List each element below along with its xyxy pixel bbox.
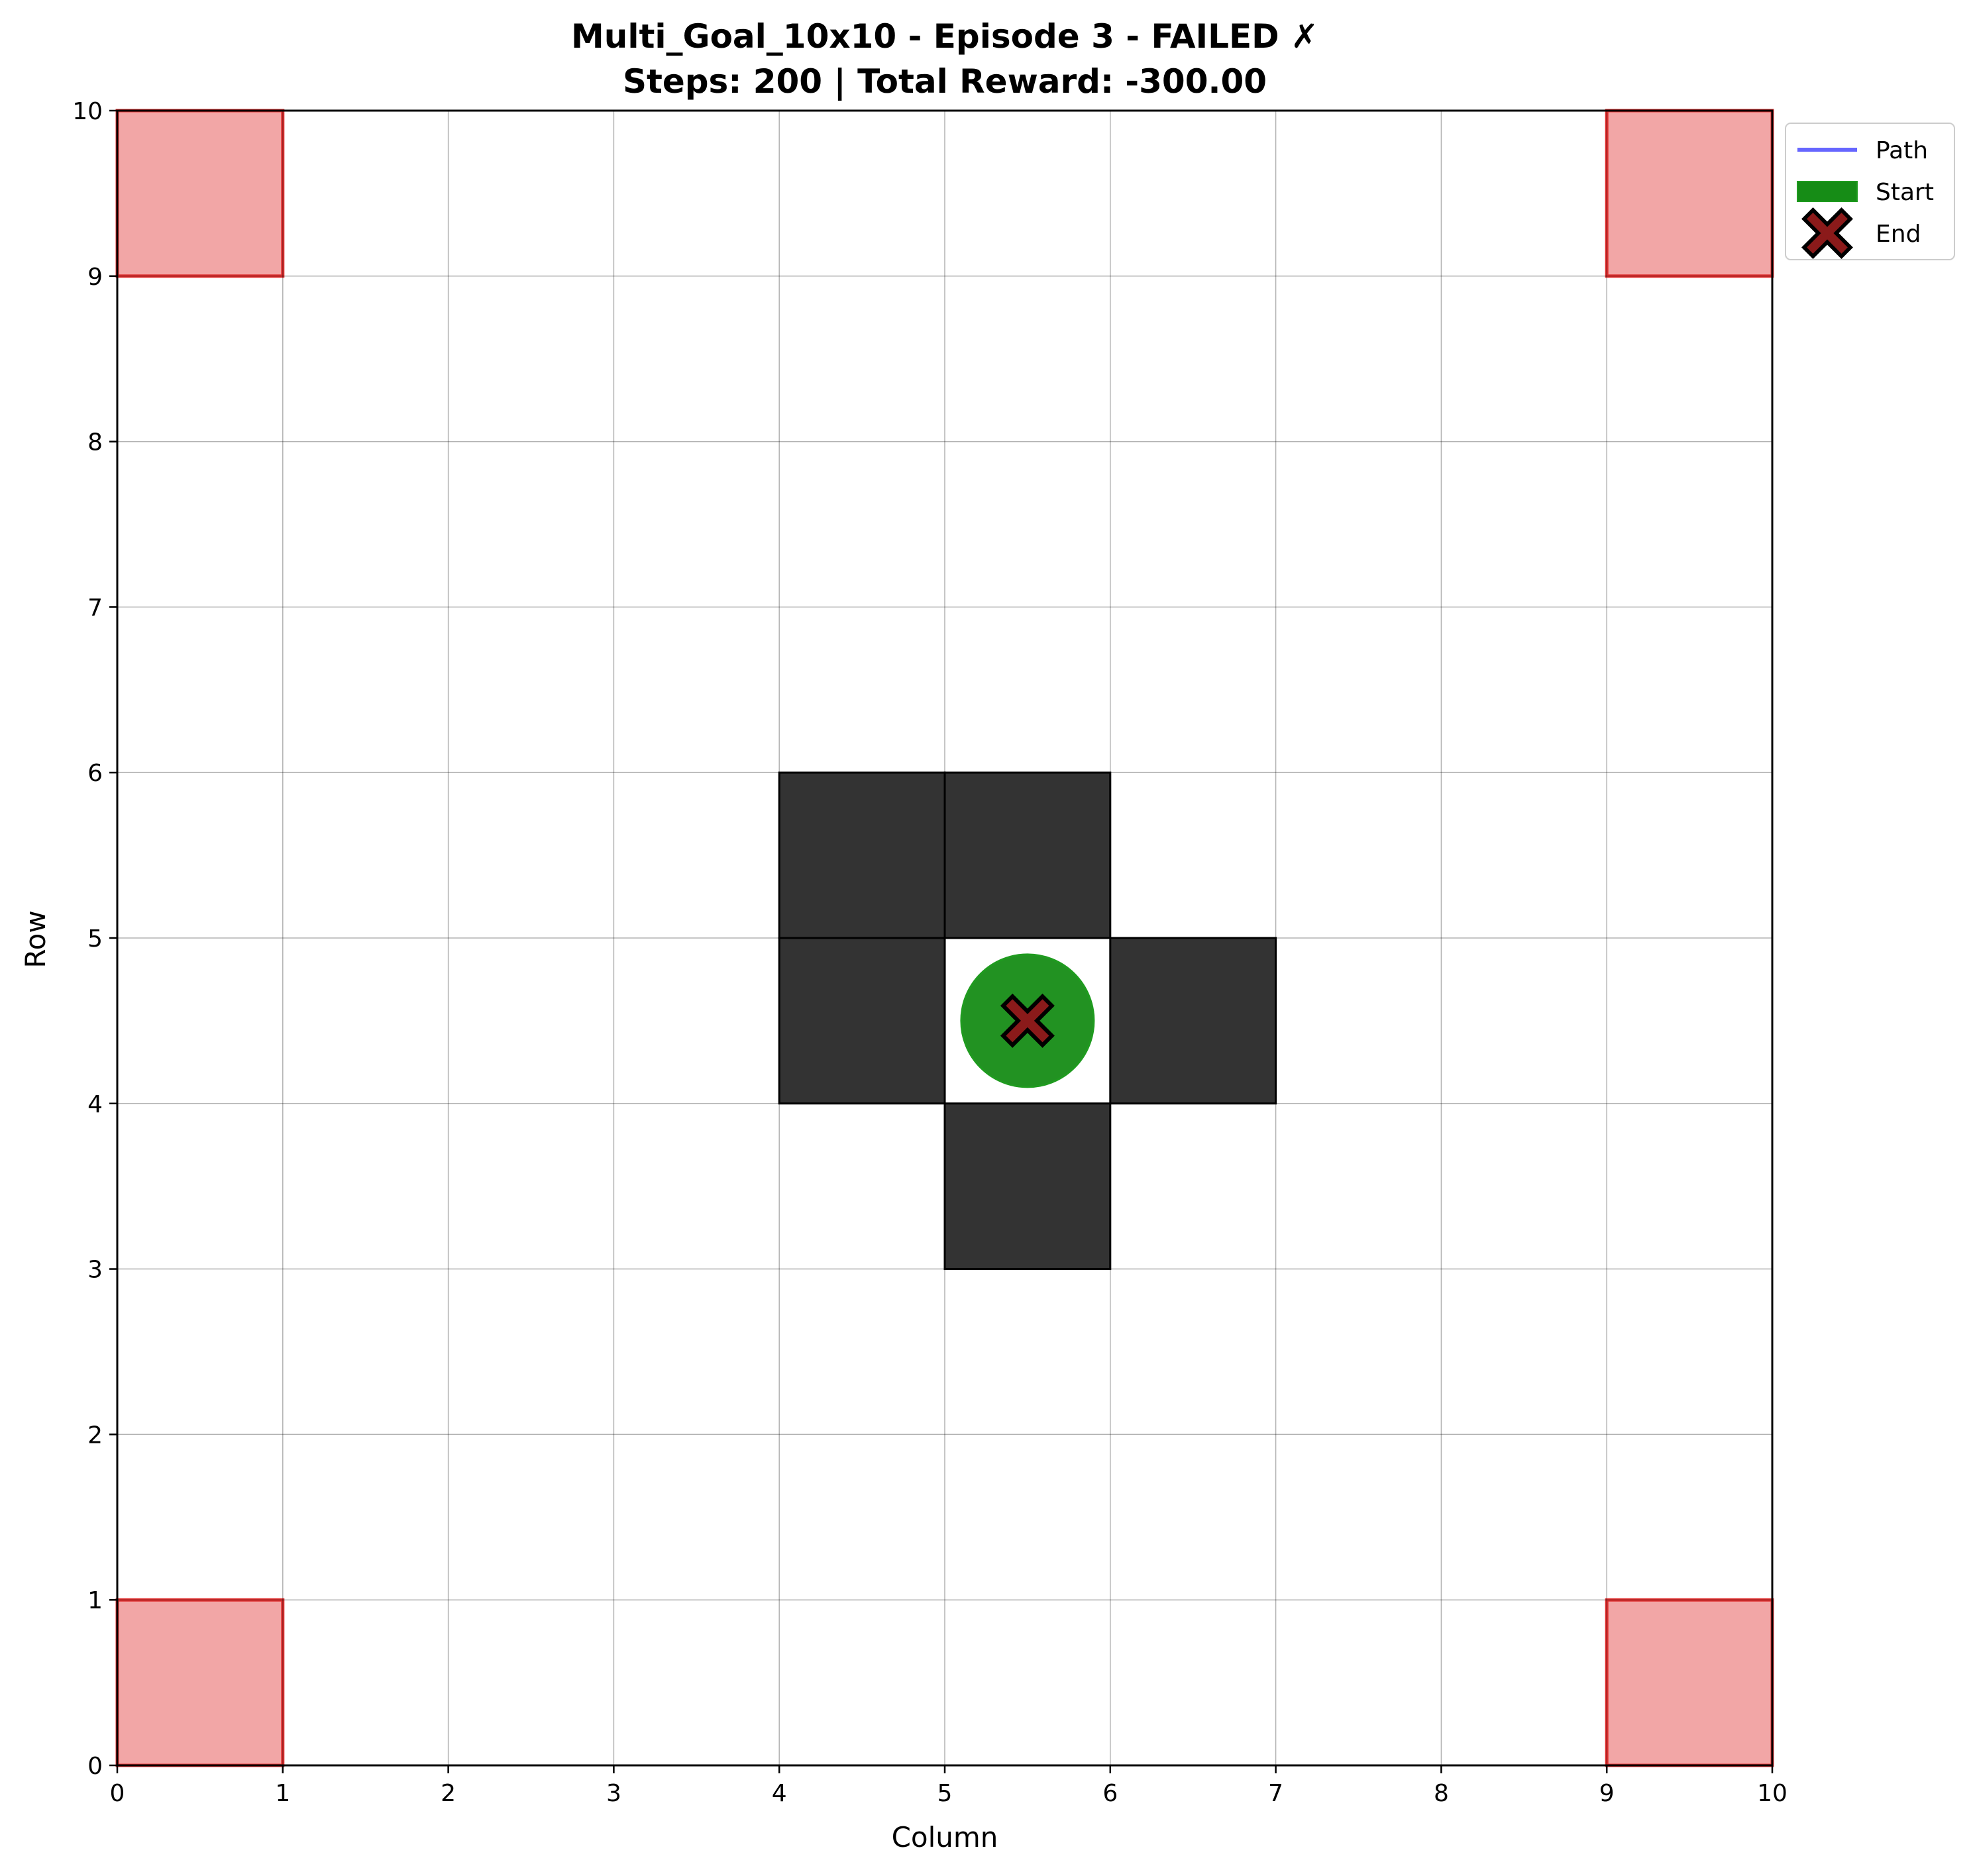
x-tick-label: 0 bbox=[110, 1780, 125, 1807]
obstacle-cell bbox=[943, 771, 1112, 939]
x-tick-label: 7 bbox=[1268, 1780, 1283, 1807]
y-tick-label: 7 bbox=[87, 594, 103, 621]
y-tick-label: 5 bbox=[87, 925, 103, 953]
goal-cell bbox=[1605, 109, 1774, 278]
end-marker bbox=[1000, 993, 1055, 1048]
x-tick-label: 3 bbox=[606, 1780, 621, 1807]
y-tick-label: 10 bbox=[72, 98, 103, 125]
x-tick-label: 1 bbox=[275, 1780, 290, 1807]
plot-area: 0 1 2 3 4 5 6 7 8 9 10 0 1 2 3 4 5 6 7 8 9 10 bbox=[72, 98, 1787, 1807]
x-tick-label: 5 bbox=[937, 1780, 953, 1807]
chart-subtitle: Steps: 200 | Total Reward: -300.00 bbox=[623, 62, 1267, 101]
x-tick-label: 6 bbox=[1102, 1780, 1118, 1807]
y-tick-label: 3 bbox=[87, 1257, 103, 1284]
legend-handle-start bbox=[1797, 181, 1858, 202]
obstacle-cell bbox=[1109, 937, 1277, 1105]
goal-cell bbox=[1605, 1598, 1774, 1767]
x-tick-label: 8 bbox=[1434, 1780, 1449, 1807]
legend-label: End bbox=[1876, 221, 1921, 248]
y-axis-label: Row bbox=[19, 910, 52, 968]
legend-handle-end bbox=[1801, 207, 1853, 259]
goal-cell bbox=[115, 109, 285, 278]
obstacle-cell bbox=[943, 1102, 1112, 1271]
x-tick-label: 2 bbox=[441, 1780, 456, 1807]
x-tick-label: 9 bbox=[1599, 1780, 1615, 1807]
y-tick-label: 0 bbox=[87, 1753, 103, 1780]
y-tick-label: 6 bbox=[87, 760, 103, 787]
y-tick-label: 9 bbox=[87, 264, 103, 291]
legend-label: Path bbox=[1876, 137, 1928, 164]
legend: Path Start End bbox=[1785, 123, 1955, 260]
end-marker-shape bbox=[1000, 993, 1055, 1048]
y-tick-label: 1 bbox=[87, 1587, 103, 1614]
obstacle-cell bbox=[778, 937, 946, 1105]
legend-label: Start bbox=[1876, 179, 1934, 206]
obstacle-cell bbox=[778, 771, 946, 939]
y-tick-label: 8 bbox=[87, 429, 103, 456]
chart-title: Multi_Goal_10x10 - Episode 3 - FAILED ✗ bbox=[571, 17, 1318, 56]
x-axis-label: Column bbox=[892, 1821, 998, 1853]
y-tick-label: 2 bbox=[87, 1422, 103, 1449]
x-tick-label: 4 bbox=[772, 1780, 787, 1807]
legend-handle-end-shape bbox=[1801, 207, 1853, 259]
x-tick-label: 10 bbox=[1757, 1780, 1787, 1807]
y-tick-label: 4 bbox=[87, 1091, 103, 1118]
goal-cell bbox=[115, 1598, 285, 1767]
